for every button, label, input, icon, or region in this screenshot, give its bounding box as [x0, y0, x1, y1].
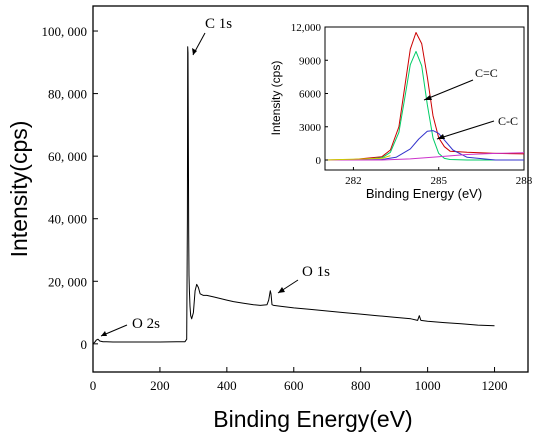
main-y-tick-label: 100, 000	[42, 24, 88, 39]
cc-single-arrow-head	[437, 134, 445, 139]
inset-y-tick-label: 0	[316, 155, 322, 167]
main-y-tick-label: 20, 000	[48, 274, 87, 289]
inset-x-tick-label: 282	[345, 175, 362, 187]
main-x-tick-label: 800	[351, 378, 371, 393]
cc-double-arrow-head	[424, 95, 432, 100]
inset-series-line-3	[325, 152, 525, 161]
main-x-tick-label: 600	[284, 378, 304, 393]
main-series-line-0	[92, 46, 495, 345]
main-x-tick-label: 1000	[415, 378, 441, 393]
main-y-tick-label: 40, 000	[48, 212, 87, 227]
inset-y-tick-label: 12,000	[291, 22, 322, 34]
cc-double-annotation: C=C	[475, 66, 498, 80]
inset-series-line-2	[325, 130, 524, 161]
inset-y-tick-label: 6000	[299, 89, 322, 101]
main-x-tick-label: 200	[150, 378, 170, 393]
c1s-annotation: C 1s	[205, 16, 232, 32]
inset-series-line-4	[324, 155, 391, 161]
main-y-tick-label: 0	[81, 337, 88, 352]
o2s-annotation: O 2s	[132, 316, 160, 332]
inset-series-line-1	[325, 50, 524, 161]
inset-ticks-group: 282 285 288 0 3000 6000 9000 12,000	[291, 22, 533, 187]
c1s-arrow-head	[192, 48, 197, 55]
o1s-annotation: O 1s	[302, 264, 330, 280]
inset-series-group	[324, 32, 525, 161]
cc-single-arrow-line	[436, 120, 495, 140]
main-y-tick-label: 60, 000	[48, 149, 87, 164]
o2s-arrow-head	[101, 331, 107, 336]
inset-x-tick-label: 288	[516, 175, 533, 187]
inset-y-tick-label: 3000	[299, 122, 322, 134]
o1s-arrow-head	[278, 287, 285, 293]
cc-single-annotation: C-C	[498, 114, 518, 128]
inset-x-tick-label: 285	[430, 175, 447, 187]
inset-y-axis-title: Intensity (cps)	[269, 61, 283, 136]
main-x-axis-title: Binding Energy(eV)	[213, 406, 412, 432]
inset-x-axis-title: Binding Energy (eV)	[366, 186, 482, 201]
main-plot-frame	[92, 5, 529, 373]
inset-y-tick-label: 9000	[299, 55, 322, 67]
main-x-tick-label: 0	[90, 378, 97, 393]
main-x-tick-label: 400	[217, 378, 237, 393]
main-y-tick-label: 80, 000	[48, 87, 87, 102]
main-series-group	[92, 46, 495, 345]
main-ticks-group: 0 200 400 600 800 1000 1200 0 20, 000 40, 000 60, …	[42, 24, 508, 393]
main-y-axis-title: Intensity(cps)	[6, 121, 32, 258]
inset-plot-frame	[324, 26, 525, 171]
cc-double-arrow-line	[423, 79, 474, 101]
main-x-tick-label: 1200	[482, 378, 508, 393]
